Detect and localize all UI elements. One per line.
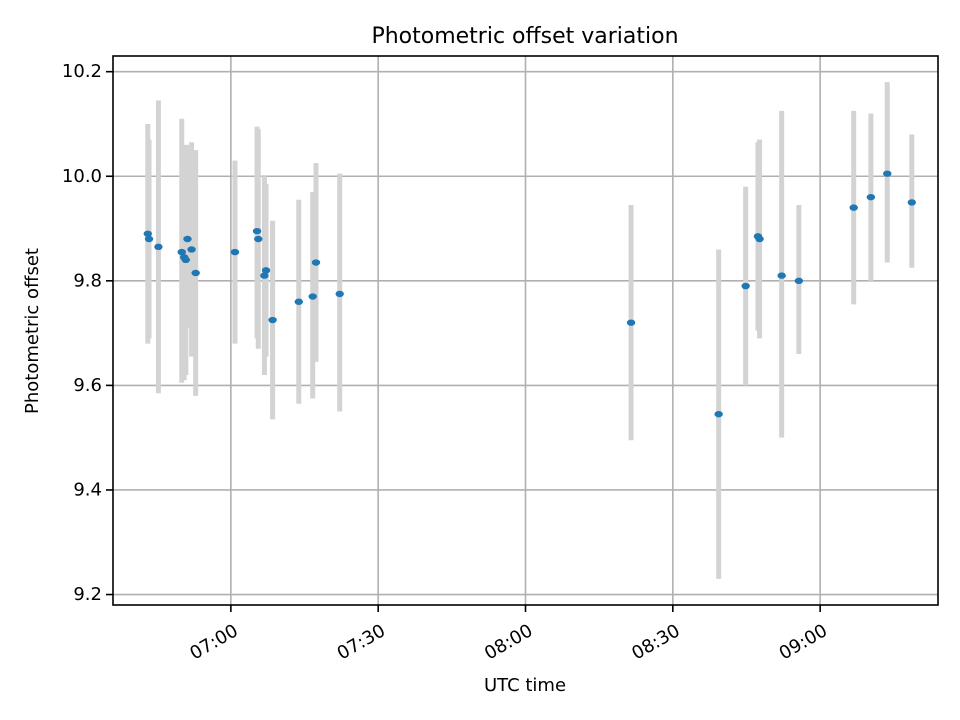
data-point	[866, 193, 876, 201]
data-point	[183, 235, 192, 243]
data-point	[268, 316, 277, 324]
data-point	[230, 248, 240, 256]
data-point	[143, 230, 152, 237]
data-point	[252, 227, 262, 235]
data-point	[144, 235, 154, 243]
data-point	[755, 235, 764, 243]
y-tick-label: 10.0	[62, 166, 102, 187]
data-point	[177, 248, 186, 256]
y-tick-label: 9.4	[73, 479, 102, 500]
data-point	[883, 170, 892, 177]
x-axis-label: UTC time	[484, 675, 566, 696]
data-point	[254, 235, 263, 243]
data-point	[741, 282, 750, 290]
y-axis-label: Photometric offset	[22, 248, 43, 414]
data-point	[335, 290, 344, 298]
data-point	[626, 319, 636, 326]
data-point	[260, 272, 269, 279]
y-tick-label: 9.8	[73, 270, 102, 291]
data-point	[261, 267, 271, 274]
data-point	[311, 259, 321, 266]
data-point	[191, 269, 200, 277]
data-point	[154, 243, 163, 251]
data-point	[714, 410, 723, 418]
data-point	[794, 277, 804, 285]
data-point	[777, 272, 786, 279]
data-point	[294, 298, 303, 305]
chart-title: Photometric offset variation	[371, 24, 678, 49]
data-point	[849, 204, 858, 211]
grid	[113, 56, 938, 605]
data-points	[143, 170, 917, 418]
y-tick-label: 9.2	[73, 584, 102, 605]
y-tick-label: 9.6	[73, 375, 102, 396]
data-point	[308, 293, 317, 300]
data-point	[187, 246, 196, 253]
y-tick-label: 10.2	[62, 61, 102, 82]
data-point	[181, 256, 191, 264]
data-point	[907, 199, 917, 206]
